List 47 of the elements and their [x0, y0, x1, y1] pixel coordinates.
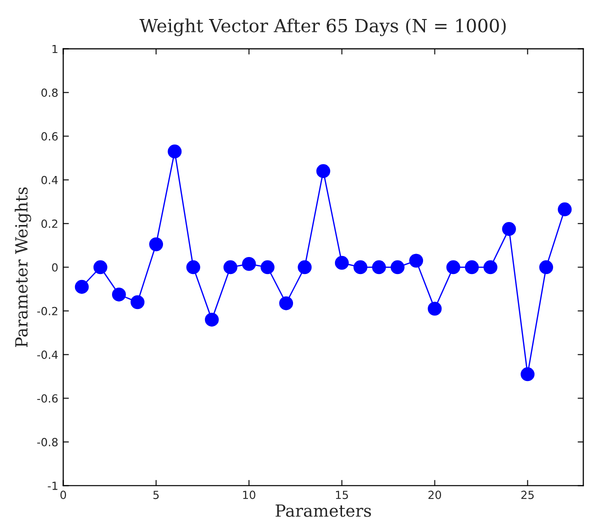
point: [428, 302, 442, 316]
y-tick-label: -0.6: [37, 394, 58, 403]
point: [74, 280, 89, 294]
point: [464, 260, 479, 274]
point: [390, 260, 405, 274]
x-tick-label: 5: [153, 490, 159, 500]
point: [334, 256, 349, 270]
point: [93, 260, 108, 274]
point: [112, 288, 126, 302]
point: [242, 257, 256, 271]
point: [502, 222, 516, 236]
point: [446, 260, 460, 274]
y-tick-label: -1: [48, 482, 58, 490]
point: [223, 260, 238, 274]
y-axis-title: Parameter Weights: [14, 187, 32, 348]
x-tick-label: 25: [521, 490, 534, 500]
point: [186, 260, 200, 274]
point: [130, 295, 144, 310]
y-tick-label: 1: [52, 44, 58, 54]
y-tick-label: 0.6: [41, 132, 58, 141]
point: [372, 260, 386, 274]
point: [558, 202, 572, 216]
point: [298, 260, 312, 274]
point: [353, 260, 368, 274]
point: [520, 367, 535, 382]
y-tick-label: 0.8: [41, 88, 58, 97]
x-tick-label: 15: [336, 490, 348, 500]
chart-title: Weight Vector After 65 Days (N = 1000): [139, 18, 506, 36]
point: [484, 260, 498, 274]
point: [260, 260, 274, 274]
point: [149, 237, 164, 252]
point: [279, 296, 294, 310]
point: [168, 144, 182, 158]
point: [409, 254, 424, 268]
y-tick-label: 0: [52, 263, 58, 272]
point: [539, 260, 554, 274]
y-tick-label: -0.4: [37, 350, 58, 359]
y-tick-label: 0.2: [41, 220, 58, 228]
x-tick-label: 0: [60, 490, 66, 500]
y-tick-label: -0.8: [37, 438, 58, 446]
y-tick-label: 0.4: [41, 176, 58, 184]
point: [316, 164, 330, 178]
x-tick-label: 20: [428, 490, 442, 500]
x-tick-label: 10: [243, 490, 256, 500]
point: [204, 312, 219, 327]
y-tick-label: -0.2: [37, 306, 58, 316]
x-axis-title: Parameters: [276, 504, 371, 517]
